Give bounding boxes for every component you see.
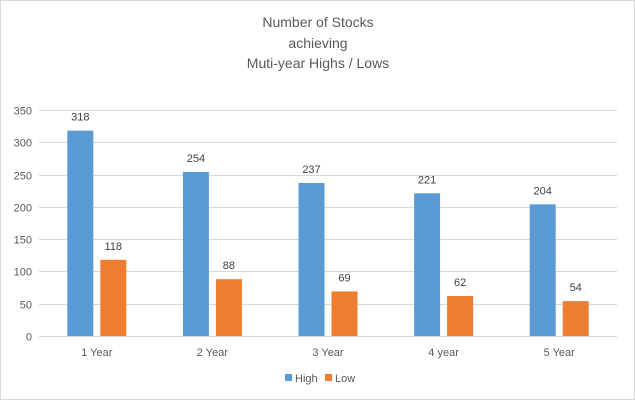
bar-low [100, 259, 127, 336]
y-tick-label: 0 [26, 332, 32, 344]
y-tick-label: 350 [14, 106, 32, 118]
data-label: 254 [187, 153, 205, 165]
chart-title: Number of Stocks achieving Muti-year Hig… [247, 14, 389, 71]
data-labels: 318 118 254 88 237 69 221 62 204 54 [71, 112, 582, 294]
bar-low [562, 301, 589, 336]
data-label: 69 [338, 272, 350, 284]
x-tick-label: 1 Year [81, 347, 113, 359]
chart-title-line-1: Number of Stocks [262, 14, 373, 30]
bar-high [298, 182, 325, 336]
data-label: 62 [454, 277, 466, 289]
y-tick-label: 150 [14, 235, 32, 247]
bar-low [215, 279, 242, 336]
data-label: 237 [302, 164, 320, 176]
bar-high [529, 204, 556, 336]
bar-low [331, 291, 358, 336]
bars [67, 130, 589, 336]
y-tick-label: 300 [14, 138, 32, 150]
data-label: 118 [105, 241, 123, 253]
x-tick-label: 2 Year [197, 347, 229, 359]
chart-title-line-2: achieving [288, 35, 347, 51]
data-label: 221 [418, 174, 436, 186]
legend-swatch-low [325, 374, 332, 381]
bar-high [182, 171, 209, 336]
x-tick-label: 3 Year [312, 347, 344, 359]
y-tick-label: 100 [14, 267, 32, 279]
data-label: 88 [223, 260, 235, 272]
data-label: 54 [570, 282, 582, 294]
legend-swatch-high [285, 374, 292, 381]
data-label: 318 [71, 112, 89, 124]
bar-low [447, 295, 474, 336]
gridlines [39, 110, 617, 337]
bar-high [67, 130, 94, 336]
y-tick-label: 250 [14, 171, 32, 183]
y-axis: 0 50 100 150 200 250 300 350 [14, 106, 32, 344]
bar-high [414, 193, 441, 336]
legend-label-low: Low [335, 373, 355, 385]
x-axis: 1 Year 2 Year 3 Year 4 year 5 Year [81, 347, 575, 359]
legend: High Low [285, 373, 355, 385]
chart-title-line-3: Muti-year Highs / Lows [247, 55, 389, 71]
data-label: 204 [534, 185, 552, 197]
y-tick-label: 50 [20, 300, 32, 312]
x-tick-label: 4 year [428, 347, 459, 359]
y-tick-label: 200 [14, 203, 32, 215]
legend-label-high: High [295, 373, 318, 385]
x-tick-label: 5 Year [544, 347, 576, 359]
